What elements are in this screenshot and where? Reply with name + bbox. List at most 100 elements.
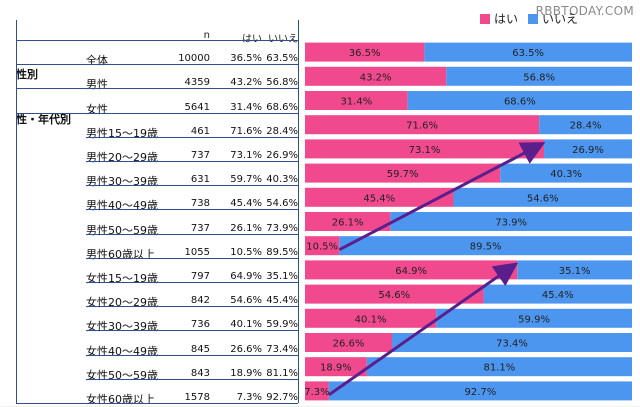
legend-item-yes: はい [480, 10, 518, 27]
cell-yes: 18.9% [230, 367, 262, 379]
cell-yes: 71.6% [230, 125, 262, 137]
data-label-no: 56.8% [523, 72, 555, 83]
data-label-yes: 40.1% [355, 314, 387, 325]
cell-no: 89.5% [266, 246, 298, 258]
bar-no [517, 260, 632, 280]
group-label-gender-age: 性・年代別 [16, 113, 71, 126]
data-label-no: 28.4% [570, 121, 602, 132]
row-rule [86, 282, 298, 283]
row-label: 男性30～39歳 [86, 175, 158, 189]
cell-n: 843 [190, 367, 210, 379]
data-label-yes: 45.4% [363, 193, 395, 204]
data-label-no: 89.5% [470, 242, 502, 253]
bar-no [328, 381, 632, 401]
cell-yes: 73.1% [230, 150, 262, 161]
cell-yes: 40.1% [230, 319, 262, 331]
bar-no [446, 66, 632, 86]
bar-yes [305, 42, 425, 62]
data-label-no: 92.7% [465, 387, 497, 398]
cell-n: 5641 [184, 101, 210, 113]
cell-no: 92.7% [266, 392, 298, 403]
group-rule-gender-age [16, 112, 298, 114]
data-label-no: 59.9% [518, 314, 550, 325]
bar-yes [305, 308, 437, 328]
column-header-no: いいえ [268, 34, 298, 45]
table-top-rule [16, 40, 298, 41]
row-label: 女性15～19歳 [86, 272, 158, 285]
cell-yes: 26.6% [230, 343, 262, 355]
legend-item-no: いいえ [528, 10, 578, 27]
bar-yes [305, 333, 392, 352]
watermark: RBBTODAY.COM [535, 4, 634, 18]
group-rule-gender [16, 64, 298, 66]
cell-n: 737 [190, 222, 210, 234]
legend-swatch-no [528, 13, 539, 24]
row-rule [86, 136, 298, 138]
cell-yes: 54.6% [230, 295, 262, 307]
cell-n: 631 [190, 174, 210, 186]
cell-yes: 10.5% [230, 246, 262, 258]
bar-yes [305, 284, 484, 304]
cell-no: 73.9% [266, 222, 298, 234]
bar-yes [305, 163, 501, 183]
cell-yes: 7.3% [236, 392, 262, 403]
data-label-no: 45.4% [542, 290, 574, 301]
cell-n: 1578 [184, 392, 210, 403]
bar-no [424, 42, 632, 62]
legend-label-yes: はい [494, 12, 519, 26]
data-label-yes: 43.2% [360, 72, 392, 83]
cell-no: 81.1% [266, 367, 298, 379]
cell-n: 1055 [184, 246, 210, 258]
bar-no [483, 284, 632, 304]
data-label-yes: 10.5% [306, 242, 338, 253]
bar-yes [305, 187, 454, 207]
data-label-no: 68.6% [504, 97, 536, 108]
table-left-rule [16, 20, 17, 403]
bar-no [407, 91, 632, 110]
table-bottom-rule [16, 403, 298, 404]
row-rule [86, 257, 298, 259]
row-rule [86, 378, 298, 380]
cell-n: 797 [190, 271, 210, 282]
cell-yes: 64.9% [230, 271, 262, 282]
cell-n: 737 [190, 150, 210, 161]
row-rule [86, 233, 298, 235]
row-rule [86, 161, 298, 162]
row-label: 女性20～29歳 [86, 296, 158, 310]
bar-no [544, 139, 632, 159]
row-label: 男性50～59歳 [86, 223, 158, 237]
row-label: 男性60歳以上 [86, 247, 155, 261]
data-label-yes: 54.6% [378, 290, 410, 301]
group-label-gender: 性別 [16, 68, 38, 81]
row-rule [86, 330, 298, 332]
data-label-no: 40.3% [550, 169, 582, 180]
cell-yes: 26.1% [230, 222, 262, 234]
cell-yes: 43.2% [230, 77, 262, 89]
data-label-yes: 36.5% [349, 48, 381, 59]
cell-n: 4359 [184, 77, 210, 89]
row-label: 女性40～49歳 [86, 344, 158, 358]
data-label-yes: 59.7% [387, 169, 419, 180]
bar-yes [305, 381, 329, 401]
data-label-yes: 18.9% [320, 363, 352, 374]
row-label: 男性15～19歳 [86, 126, 158, 140]
data-label-no: 26.9% [572, 145, 604, 156]
data-label-no: 63.5% [512, 48, 544, 59]
row-rule [86, 306, 298, 308]
data-label-no: 35.1% [559, 266, 591, 277]
cell-no: 35.1% [266, 271, 298, 282]
bar-no [500, 163, 632, 183]
bar-no [453, 187, 632, 207]
cell-n: 10000 [178, 53, 210, 65]
data-label-yes: 31.4% [340, 97, 372, 108]
row-label: 全体 [86, 54, 108, 68]
data-label-yes: 7.3% [304, 387, 329, 398]
bar-no [339, 236, 632, 256]
cell-no: 45.4% [266, 295, 298, 307]
cell-n: 845 [190, 343, 210, 355]
row-label: 男性 [86, 78, 108, 92]
bar-no [390, 212, 632, 231]
cell-no: 54.6% [266, 198, 298, 210]
